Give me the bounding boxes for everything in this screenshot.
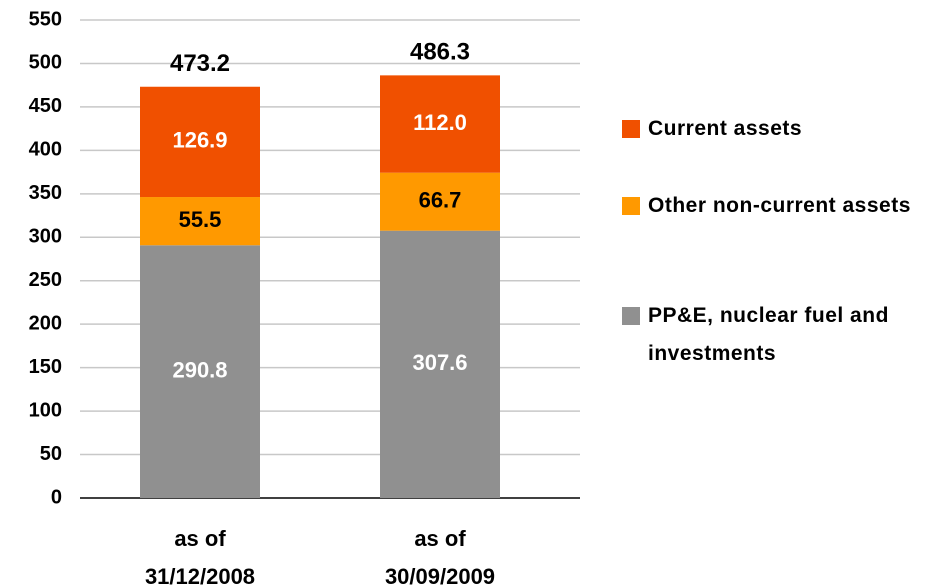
y-tick-label: 500 bbox=[29, 52, 62, 74]
bar-segment bbox=[380, 230, 500, 498]
x-tick-label: as of 31/12/2008 bbox=[144, 526, 256, 586]
data-label: 55.5 bbox=[179, 207, 222, 232]
y-tick-label: 50 bbox=[40, 443, 62, 465]
y-tick-label: 550 bbox=[29, 8, 62, 30]
y-tick-label: 450 bbox=[29, 95, 62, 117]
y-tick-label: 200 bbox=[29, 312, 62, 334]
legend-swatch bbox=[622, 120, 640, 138]
data-label: 112.0 bbox=[413, 110, 467, 135]
data-label: 307.6 bbox=[412, 350, 467, 375]
legend-swatch bbox=[622, 307, 640, 325]
legend-swatch bbox=[622, 197, 640, 215]
bar-segment bbox=[380, 172, 500, 231]
x-tick-label: as of 30/09/2009 bbox=[384, 526, 496, 586]
bar-segment bbox=[140, 245, 260, 498]
total-label: 486.3 bbox=[410, 39, 470, 66]
y-tick-label: 100 bbox=[29, 399, 62, 421]
y-tick-label: 400 bbox=[29, 139, 62, 161]
data-label: 66.7 bbox=[419, 187, 462, 212]
y-tick-label: 300 bbox=[29, 226, 62, 248]
legend-label: Current assets bbox=[648, 117, 803, 140]
data-label: 290.8 bbox=[172, 357, 227, 382]
bar-segment bbox=[380, 75, 500, 173]
y-tick-label: 250 bbox=[29, 269, 62, 291]
total-label: 473.2 bbox=[170, 50, 230, 77]
bar-segment bbox=[140, 86, 260, 198]
legend-label: Other non-current assets bbox=[648, 194, 911, 217]
bar-segment bbox=[140, 197, 260, 246]
y-tick-label: 150 bbox=[29, 356, 62, 378]
legend-label: PP&E, nuclear fuel and investments bbox=[648, 304, 889, 365]
y-tick-label: 350 bbox=[29, 182, 62, 204]
y-tick-label: 0 bbox=[51, 486, 62, 508]
data-label: 126.9 bbox=[172, 128, 227, 153]
